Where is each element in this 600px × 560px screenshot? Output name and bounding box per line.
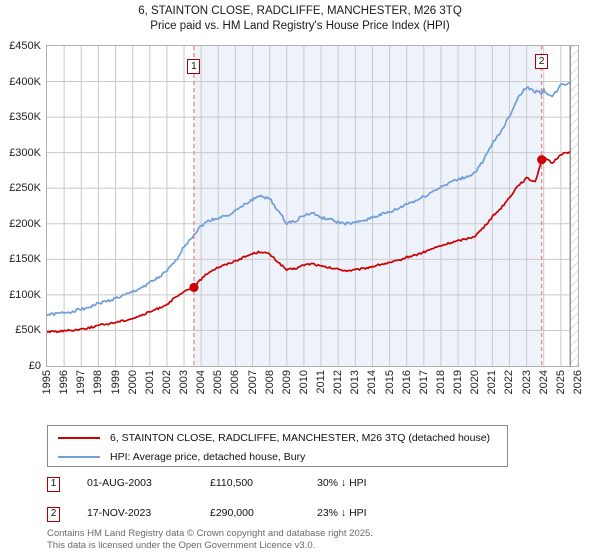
- chart-svg: [47, 46, 578, 366]
- footer-attribution: Contains HM Land Registry data © Crown c…: [47, 528, 587, 551]
- x-axis-tick-2019: 2019: [452, 370, 465, 395]
- x-axis-tick-2012: 2012: [332, 370, 345, 395]
- x-axis-tick-2018: 2018: [434, 370, 447, 395]
- sale-row-2-date: 17-NOV-2023: [87, 507, 152, 519]
- x-axis-tick-2004: 2004: [195, 370, 208, 395]
- x-axis-tick-2000: 2000: [126, 370, 139, 395]
- y-axis-tick-£300K: £300K: [9, 146, 41, 159]
- y-axis-tick-£350K: £350K: [9, 111, 41, 124]
- x-axis-tick-2017: 2017: [417, 370, 430, 395]
- sale-marker-callout-1[interactable]: 1: [187, 59, 201, 74]
- x-axis-labels: 1995 1996 1997 1998 1999 2000 2001 2002 2003 2004…: [41, 370, 584, 416]
- title-line-1: 6, STAINTON CLOSE, RADCLIFFE, MANCHESTER…: [138, 5, 462, 17]
- x-axis-tick-2016: 2016: [400, 370, 413, 395]
- sale-marker-callout-2[interactable]: 2: [535, 54, 549, 69]
- y-axis-tick-£450K: £450K: [9, 40, 41, 52]
- chart-plot-area: [46, 45, 579, 367]
- x-axis-tick-2013: 2013: [349, 370, 362, 395]
- x-axis-tick-2026: 2026: [572, 370, 584, 395]
- x-axis-tick-2015: 2015: [383, 370, 396, 395]
- chart-legend: 6, STAINTON CLOSE, RADCLIFFE, MANCHESTER…: [47, 425, 508, 467]
- page-title: 6, STAINTON CLOSE, RADCLIFFE, MANCHESTER…: [0, 4, 600, 34]
- x-axis-tick-2002: 2002: [160, 370, 173, 395]
- x-axis-tick-1995: 1995: [41, 370, 53, 395]
- x-axis-tick-2025: 2025: [554, 370, 567, 395]
- x-axis-tick-2006: 2006: [229, 370, 242, 395]
- legend-item-property: 6, STAINTON CLOSE, RADCLIFFE, MANCHESTER…: [48, 428, 507, 447]
- y-axis-tick-£0: £0: [28, 360, 41, 372]
- sale-row-2-price: £290,000: [210, 507, 254, 519]
- legend-swatch-property: [58, 436, 100, 439]
- x-axis-tick-2011: 2011: [315, 370, 328, 394]
- x-axis-tick-2008: 2008: [263, 370, 276, 395]
- sale-row-1-date: 01-AUG-2003: [87, 477, 152, 489]
- y-axis-tick-£50K: £50K: [15, 324, 41, 337]
- legend-item-hpi: HPI: Average price, detached house, Bury: [48, 447, 507, 466]
- footer-line-1: Contains HM Land Registry data © Crown c…: [47, 528, 373, 539]
- legend-label-property: 6, STAINTON CLOSE, RADCLIFFE, MANCHESTER…: [110, 431, 491, 444]
- x-axis-tick-2010: 2010: [297, 370, 310, 395]
- x-axis-tick-2007: 2007: [246, 370, 259, 395]
- y-axis-tick-£400K: £400K: [9, 75, 41, 88]
- x-axis-tick-1996: 1996: [58, 370, 71, 395]
- sale-row-2-hpi-delta: 23% ↓ HPI: [317, 507, 367, 519]
- sale-row-2-number: 2: [47, 507, 60, 522]
- y-axis-labels: £0 £50K £100K £150K £200K £250K £300K £350K £400…: [0, 40, 44, 372]
- title-line-2: Price paid vs. HM Land Registry's House …: [150, 20, 450, 32]
- y-axis-tick-£100K: £100K: [9, 288, 41, 301]
- y-axis-tick-£250K: £250K: [9, 182, 41, 195]
- x-axis-tick-2022: 2022: [503, 370, 516, 395]
- y-axis-tick-£200K: £200K: [9, 217, 41, 230]
- x-axis-tick-2001: 2001: [143, 370, 156, 395]
- footer-line-2: This data is licensed under the Open Gov…: [47, 539, 316, 551]
- x-axis-tick-2021: 2021: [486, 370, 499, 395]
- legend-label-hpi: HPI: Average price, detached house, Bury: [110, 450, 306, 463]
- x-axis-tick-2003: 2003: [178, 370, 191, 395]
- x-axis-tick-2014: 2014: [366, 370, 379, 395]
- x-axis-tick-1999: 1999: [109, 370, 122, 395]
- x-axis-tick-2023: 2023: [520, 370, 533, 395]
- sale-row-1-price: £110,500: [210, 477, 254, 489]
- x-axis-tick-1997: 1997: [75, 370, 88, 395]
- sale-row-1-number: 1: [47, 477, 60, 492]
- legend-swatch-hpi: [58, 455, 100, 458]
- x-axis-tick-2005: 2005: [212, 370, 225, 395]
- x-axis-tick-2020: 2020: [469, 370, 482, 395]
- sale-row-1-hpi-delta: 30% ↓ HPI: [317, 477, 367, 489]
- y-axis-tick-£150K: £150K: [9, 253, 41, 266]
- x-axis-tick-2024: 2024: [537, 370, 550, 395]
- x-axis-tick-2009: 2009: [280, 370, 293, 395]
- x-axis-tick-1998: 1998: [92, 370, 105, 395]
